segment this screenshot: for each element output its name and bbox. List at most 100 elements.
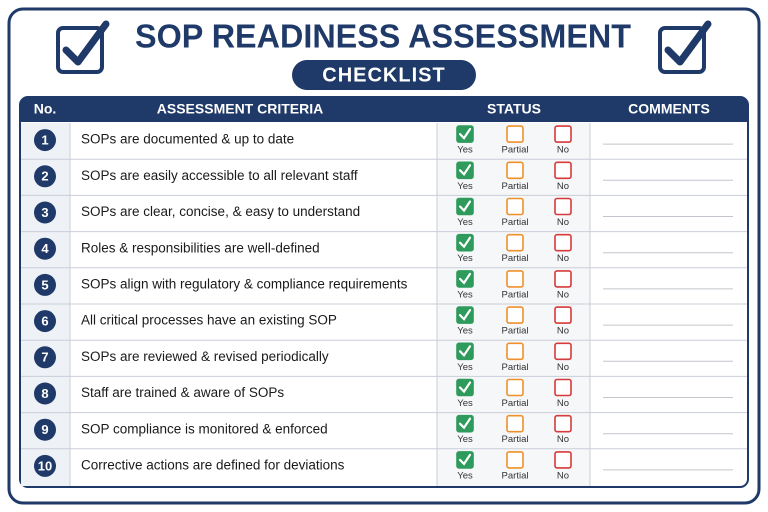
status-checkbox (554, 342, 572, 361)
status-label: No (557, 289, 569, 300)
status-checkbox (554, 306, 572, 324)
criteria-text: SOPs are documented & up to date (81, 132, 294, 147)
status-checkbox (506, 270, 524, 288)
row-number-badge (34, 165, 56, 188)
checkmark (458, 417, 472, 430)
status-label: No (557, 326, 569, 337)
criteria-text: Staff are trained & aware of SOPs (81, 385, 284, 400)
criteria-text: SOPs align with regulatory & compliance … (81, 276, 408, 291)
criteria-text: Corrective actions are defined for devia… (81, 457, 345, 472)
row-number: 5 (41, 277, 48, 292)
status-label: Yes (457, 398, 473, 409)
row-number: 2 (41, 169, 48, 184)
status-label: Partial (502, 326, 529, 337)
status-label: Yes (457, 217, 473, 228)
row-number-badge (34, 418, 56, 441)
checkmark (458, 200, 472, 213)
status-checkbox (554, 197, 572, 216)
status-checkbox (554, 451, 572, 469)
status-label: Yes (457, 326, 473, 337)
row-number: 9 (41, 422, 48, 437)
row-number-badge (34, 201, 56, 224)
status-label: Yes (457, 434, 473, 445)
status-label: Partial (502, 145, 529, 156)
table-header (20, 97, 748, 122)
row-number: 3 (41, 205, 48, 220)
status-checkbox (554, 233, 572, 252)
checkmark (458, 128, 472, 140)
status-label: Yes (457, 289, 473, 300)
subtitle-pill (292, 60, 476, 90)
status-checkbox (554, 125, 572, 143)
status-label: No (557, 145, 569, 156)
status-checkbox (506, 125, 524, 143)
checkmark (458, 272, 472, 285)
checkmark (458, 453, 472, 466)
table-body: No. ASSESSMENT CRITERIA STATUS COMMENTS 1 SOP… (21, 101, 747, 486)
row-number: 10 (38, 458, 52, 473)
row-number: 7 (41, 350, 48, 365)
status-label: Yes (457, 181, 473, 192)
subtitle: CHECKLIST (322, 64, 445, 86)
checkmark (458, 381, 472, 394)
status-label: Partial (502, 217, 529, 228)
status-checkbox (506, 378, 524, 397)
status-checkbox (506, 197, 524, 216)
status-label: Partial (502, 253, 529, 264)
status-checkbox (554, 270, 572, 288)
status-label: Partial (502, 398, 529, 409)
status-checkbox (506, 306, 524, 324)
criteria-text: SOPs are reviewed & revised periodically (81, 349, 329, 364)
checkmark (458, 309, 472, 321)
status-label: No (557, 181, 569, 192)
row-number: 4 (41, 241, 49, 256)
title: SOP READINESS ASSESSMENT (135, 18, 631, 55)
criteria-text: SOPs are clear, concise, & easy to under… (81, 204, 360, 219)
row-number: 8 (41, 386, 48, 401)
status-label: Yes (457, 253, 473, 264)
status-checkbox (506, 414, 524, 433)
row-number-badge (34, 310, 56, 333)
checkmark (458, 345, 472, 358)
check-icon-right (658, 20, 712, 74)
column-header: ASSESSMENT CRITERIA (157, 101, 323, 117)
row-number-badge (34, 273, 56, 296)
status-checkbox (554, 378, 572, 397)
row-number-badge (34, 346, 56, 369)
row-number: 6 (41, 314, 48, 329)
checkmark (458, 164, 472, 177)
column-header: COMMENTS (628, 101, 710, 117)
checkmark (458, 236, 472, 249)
check-icon-left (56, 20, 110, 74)
criteria-text: SOP compliance is monitored & enforced (81, 421, 328, 436)
row-number-badge (34, 237, 56, 260)
status-label: No (557, 362, 569, 373)
column-header: STATUS (487, 101, 541, 117)
status-label: Yes (457, 470, 473, 481)
criteria-text: SOPs are easily accessible to all releva… (81, 168, 358, 183)
status-label: Yes (457, 362, 473, 373)
status-checkbox (554, 161, 572, 180)
status-label: Yes (457, 145, 473, 156)
status-label: No (557, 398, 569, 409)
status-label: No (557, 470, 569, 481)
row-number-badge (34, 382, 56, 405)
criteria-text: All critical processes have an existing … (81, 313, 337, 328)
row-number-badge (34, 454, 56, 477)
status-label: Partial (502, 289, 529, 300)
status-checkbox (506, 342, 524, 361)
status-checkbox (506, 233, 524, 252)
status-checkbox (554, 414, 572, 433)
status-label: Partial (502, 434, 529, 445)
criteria-text: Roles & responsibilities are well-define… (81, 240, 320, 255)
status-label: Partial (502, 181, 529, 192)
row-number: 1 (41, 133, 48, 148)
column-header: No. (34, 101, 57, 117)
status-label: No (557, 434, 569, 445)
row-number-badge (34, 129, 56, 152)
status-label: Partial (502, 470, 529, 481)
status-label: No (557, 217, 569, 228)
status-label: No (557, 253, 569, 264)
status-label: Partial (502, 362, 529, 373)
